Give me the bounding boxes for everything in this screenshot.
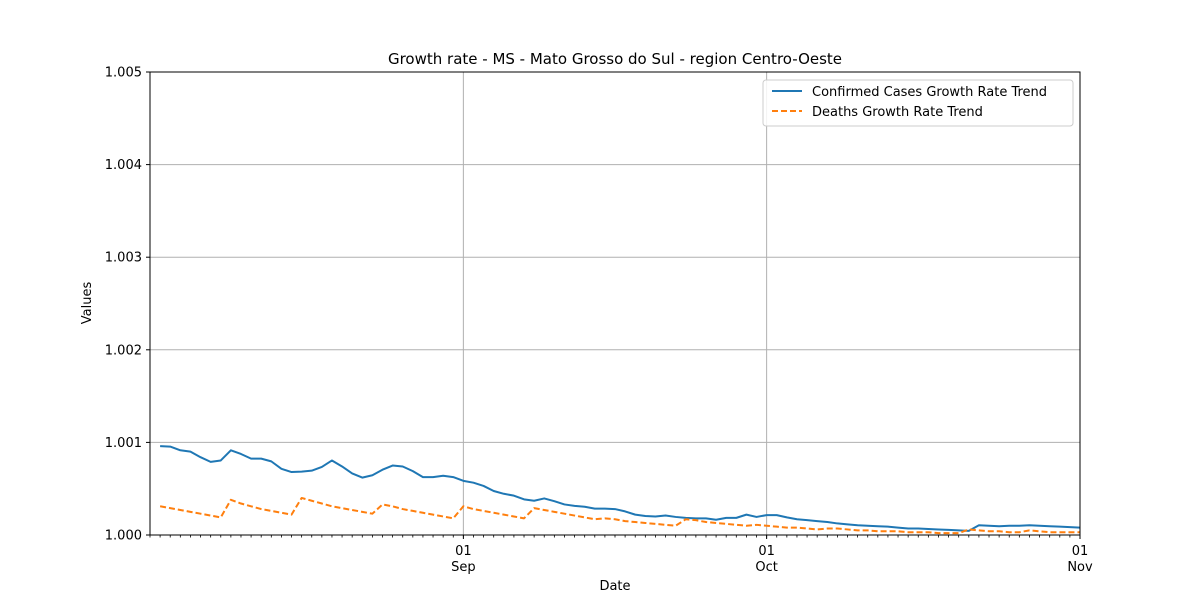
chart-title: Growth rate - MS - Mato Grosso do Sul - … (388, 50, 842, 68)
y-axis-label: Values (80, 282, 95, 325)
y-tick-label: 1.000 (105, 529, 142, 544)
x-axis-label: Date (599, 579, 630, 594)
y-tick-label: 1.005 (105, 66, 142, 81)
series-lines (159, 445, 1081, 535)
legend-label-confirmed: Confirmed Cases Growth Rate Trend (812, 85, 1047, 100)
deaths-line (159, 496, 1080, 535)
y-tick-label: 1.001 (105, 436, 142, 451)
x-tick-month-label: Nov (1067, 560, 1093, 575)
legend: Confirmed Cases Growth Rate Trend Deaths… (762, 79, 1074, 127)
x-tick-day-label: 01 (1072, 544, 1089, 559)
legend-label-deaths: Deaths Growth Rate Trend (812, 105, 983, 120)
legend-box (762, 79, 1074, 127)
confirmed-cases-line (160, 445, 1081, 532)
y-tick-label: 1.002 (105, 343, 142, 358)
y-axis-ticks: 1.000 1.001 1.002 1.003 1.004 1.005 (105, 66, 150, 544)
y-tick-label: 1.003 (105, 251, 142, 266)
x-tick-month-label: Sep (451, 560, 476, 575)
x-tick-day-label: 01 (758, 544, 775, 559)
y-tick-label: 1.004 (105, 158, 142, 173)
x-tick-month-label: Oct (755, 560, 777, 575)
x-tick-day-label: 01 (455, 544, 472, 559)
